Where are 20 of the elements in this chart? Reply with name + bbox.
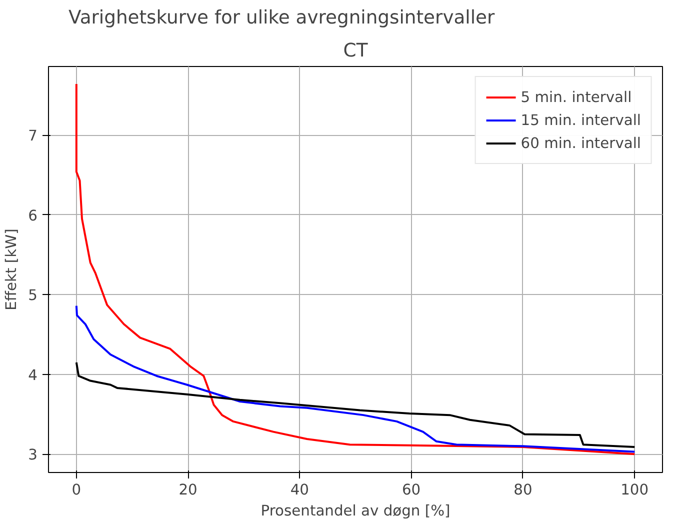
x-tick-label: 100 bbox=[620, 482, 649, 498]
x-tick-label: 60 bbox=[402, 482, 421, 498]
y-tick-label: 5 bbox=[28, 287, 38, 304]
y-tick-label: 3 bbox=[28, 446, 38, 464]
legend-label: 15 min. intervall bbox=[520, 112, 641, 128]
x-tick-label: 0 bbox=[72, 482, 82, 498]
y-tick-label: 7 bbox=[28, 128, 38, 145]
chart-title: Varighetskurve for ulike avregningsintervaller bbox=[68, 8, 496, 28]
x-axis-title: Prosentandel av døgn [%] bbox=[260, 502, 450, 520]
y-axis-title: Effekt [kW] bbox=[3, 228, 20, 310]
y-tick-label: 6 bbox=[28, 207, 38, 224]
legend-label: 60 min. intervall bbox=[520, 134, 641, 152]
line-series bbox=[75, 304, 636, 453]
x-tick-label: 40 bbox=[290, 482, 310, 498]
x-tick-label: 20 bbox=[178, 482, 198, 498]
legend-label: 5 min. intervall bbox=[520, 88, 632, 106]
y-tick-label: 4 bbox=[28, 366, 38, 384]
chart-subtitle: CT bbox=[343, 40, 368, 62]
line-series bbox=[75, 361, 636, 448]
x-tick-label: 80 bbox=[514, 482, 532, 498]
